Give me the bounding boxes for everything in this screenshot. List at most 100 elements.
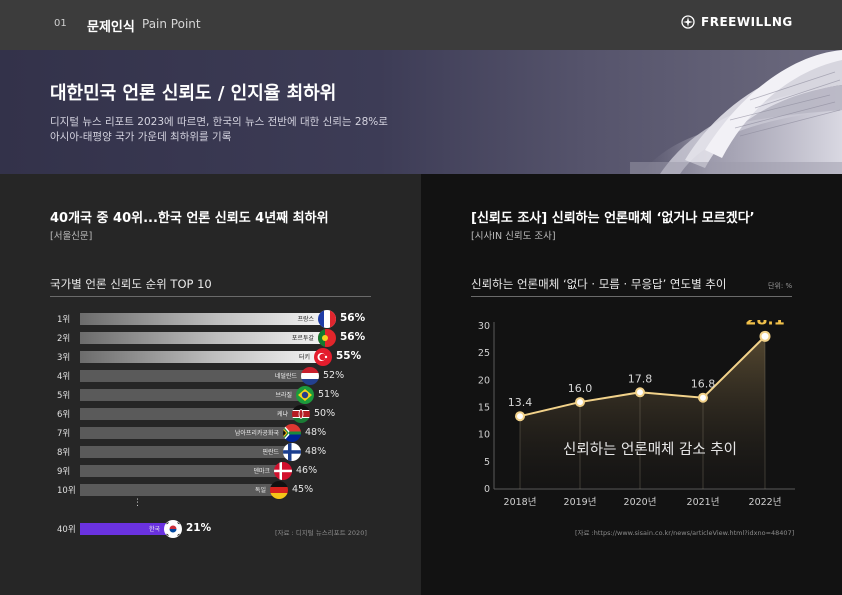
data-point [759,330,771,342]
right-panel-title: [신뢰도 조사] 신뢰하는 언론매체 ‘없거나 모르겠다’ [471,211,755,226]
portugal-flag-icon [318,329,336,347]
bar-row: 9위 덴마크 46% [50,462,380,480]
divider [471,296,792,297]
bar-row: 8위 핀란드 48% [50,443,380,461]
rank-label: 5위 [57,391,71,401]
line-chart: 0 5 10 15 20 25 30 13.4 16.0 17.8 16.8 28.1 2018년 201… [478,320,795,508]
bar [80,465,282,477]
x-tick-label: 2019년 [564,497,597,508]
bar [80,484,278,496]
bar-row: 7위 남아프리카공화국 48% [50,424,380,442]
page-number: 01 [54,18,67,29]
ellipsis: ⋮ [133,498,142,508]
rank-label: 2위 [57,334,71,344]
netherlands-flag-icon [301,367,319,385]
data-point [635,387,645,398]
rank-label: 6위 [57,410,71,420]
value-label: 21% [186,522,212,534]
country-label: 케냐 [276,411,288,418]
section-title: 문제인식 [87,20,135,35]
left-footnote: [자료 : 디지털 뉴스리포트 2020] [275,529,367,537]
bar [80,446,291,458]
top-bar: 01 문제인식 Pain Point FREEWILLNG [0,0,842,50]
right-panel-source: [시사IN 신뢰도 조사] [471,231,556,242]
bar-row: 3위 터키 55% [50,348,380,366]
country-label: 네덜란드 [274,373,297,380]
data-point [575,397,585,408]
y-tick-label: 5 [484,457,490,468]
country-label: 포르투갈 [291,335,314,342]
korea-flag-icon [164,520,182,538]
brand-logo: FREEWILLNG [681,15,793,29]
value-label: 48% [305,446,327,457]
bar [80,427,291,439]
bar [80,313,326,325]
data-label: 17.8 [628,372,653,385]
bar [80,370,309,382]
rank-label: 40위 [57,525,76,535]
chart-overlay-caption: 신뢰하는 언론매체 감소 추이 [563,441,737,458]
country-label: 브라질 [275,392,292,399]
bar [80,523,172,535]
bar-row: 5위 브라질 51% [50,386,380,404]
south-africa-flag-icon [283,424,301,442]
hero-banner: 대한민국 언론 신뢰도 / 인지율 최하위 디지털 뉴스 리포트 2023에 따… [0,50,842,174]
hero-desc-line: 디지털 뉴스 리포트 2023에 따르면, 한국의 뉴스 전반에 대한 신뢰는 … [50,116,388,128]
value-label: 48% [305,427,327,438]
right-panel [421,174,842,595]
country-label: 덴마크 [253,468,270,475]
left-panel [0,174,421,595]
x-tick-label: 2022년 [749,497,782,508]
left-panel-source: [서울신문] [50,231,93,242]
country-label: 남아프리카공화국 [234,430,279,437]
divider [50,296,371,297]
x-tick-label: 2021년 [687,497,720,508]
bar-row: 1위 프랑스 56% [50,310,380,328]
denmark-flag-icon [274,462,292,480]
kenya-flag-icon [292,405,310,423]
bar [80,351,322,363]
france-flag-icon [318,310,336,328]
value-label: 45% [292,484,314,495]
country-label: 한국 [148,526,160,533]
germany-flag-icon [270,481,288,499]
section-subtitle: Pain Point [142,17,201,31]
data-label: 13.4 [508,396,533,409]
turkey-flag-icon [314,348,332,366]
hero-description: 디지털 뉴스 리포트 2023에 따르면, 한국의 뉴스 전반에 대한 신뢰는 … [50,115,430,145]
rank-label: 3위 [57,353,71,363]
bar [80,389,304,401]
y-tick-label: 0 [484,484,490,495]
country-label: 프랑스 [297,316,314,323]
x-tick-label: 2020년 [624,497,657,508]
rank-label: 1위 [57,315,71,325]
right-footnote: [자료 :https://www.sisain.co.kr/news/artic… [575,529,795,537]
unit-label: 단위: % [768,282,793,290]
x-tick-label: 2018년 [504,497,537,508]
finland-flag-icon [283,443,301,461]
value-label: 55% [336,350,362,362]
newspaper-image [630,50,842,174]
brazil-flag-icon [296,386,314,404]
y-tick-label: 10 [478,430,490,441]
data-label: 16.8 [691,378,716,391]
compass-icon [681,15,695,29]
left-panel-title: 40개국 중 40위...한국 언론 신뢰도 4년째 최하위 [50,211,329,226]
bar [80,332,326,344]
bar [80,408,300,420]
area-fill [520,336,765,489]
rank-label: 9위 [57,467,71,477]
country-label: 터키 [298,354,310,361]
y-tick-label: 20 [478,375,490,386]
bar-chart-title: 국가별 언론 신뢰도 순위 TOP 10 [50,277,212,291]
data-point [698,392,708,403]
value-label: 50% [314,408,336,419]
y-tick-label: 25 [478,348,490,359]
line-chart-title: 신뢰하는 언론매체 ‘없다 · 모름 · 무응답’ 연도별 추이 [471,277,727,291]
value-label: 46% [296,465,318,476]
hero-desc-line: 아시아-태평양 국가 가운데 최하위를 기록 [50,131,232,143]
rank-label: 7위 [57,429,71,439]
bar-row: 40위 한국 21% [50,520,380,538]
value-label: 51% [318,389,340,400]
data-point [515,411,525,422]
